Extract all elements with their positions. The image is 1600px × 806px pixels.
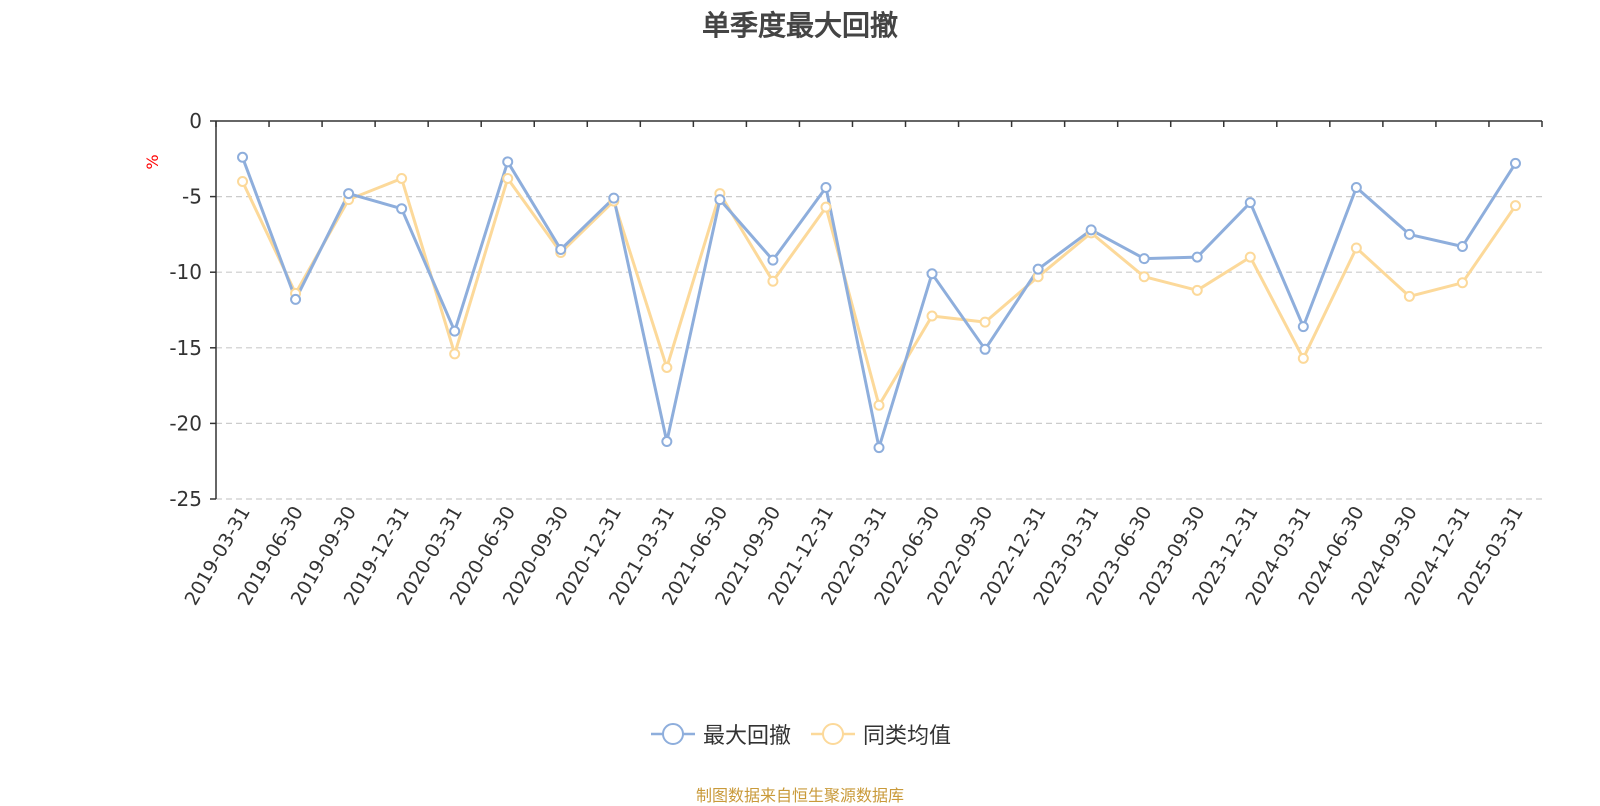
data-point[interactable]: [1350, 242, 1362, 254]
data-point[interactable]: [661, 436, 673, 448]
data-point[interactable]: [873, 442, 885, 454]
data-point[interactable]: [979, 343, 991, 355]
y-tick-label: 0: [189, 109, 202, 133]
data-point[interactable]: [608, 192, 620, 204]
data-point[interactable]: [1456, 240, 1468, 252]
data-point[interactable]: [1403, 290, 1415, 302]
legend-label: 同类均值: [863, 724, 952, 749]
data-point[interactable]: [820, 182, 832, 194]
data-point[interactable]: [661, 361, 673, 373]
data-point[interactable]: [767, 254, 779, 266]
data-point[interactable]: [767, 275, 779, 287]
axes: 0-5-10-15-20-252019-03-312019-06-302019-…: [169, 109, 1543, 609]
data-point[interactable]: [1191, 251, 1203, 263]
data-point[interactable]: [820, 201, 832, 213]
data-point[interactable]: [1138, 253, 1150, 265]
legend-label: 最大回撤: [702, 724, 791, 749]
data-point[interactable]: [343, 188, 355, 200]
y-tick-label: -10: [169, 260, 202, 284]
data-point[interactable]: [396, 172, 408, 184]
y-tick-label: -15: [169, 336, 202, 360]
data-point[interactable]: [502, 156, 514, 168]
data-point[interactable]: [1085, 224, 1097, 236]
data-point[interactable]: [1138, 271, 1150, 283]
data-points: [237, 151, 1521, 454]
data-point[interactable]: [237, 175, 249, 187]
y-axis-label: %: [143, 154, 162, 169]
data-point[interactable]: [1032, 263, 1044, 275]
data-point[interactable]: [1244, 197, 1256, 209]
legend-item[interactable]: 最大回撤: [649, 718, 791, 750]
data-point[interactable]: [449, 348, 461, 360]
data-point[interactable]: [1456, 277, 1468, 289]
data-point[interactable]: [1244, 251, 1256, 263]
data-point[interactable]: [714, 194, 726, 206]
grid-lines: [216, 196, 1542, 500]
data-point[interactable]: [449, 325, 461, 337]
data-point[interactable]: [502, 172, 514, 184]
y-tick-label: -20: [169, 411, 202, 435]
data-point[interactable]: [1403, 228, 1415, 240]
data-point[interactable]: [1509, 200, 1521, 212]
data-point[interactable]: [1297, 352, 1309, 364]
data-point[interactable]: [1191, 284, 1203, 296]
data-point[interactable]: [290, 293, 302, 305]
data-point[interactable]: [1297, 321, 1309, 333]
data-point[interactable]: [979, 316, 991, 328]
data-point[interactable]: [926, 268, 938, 280]
data-point[interactable]: [237, 151, 249, 163]
source-note: 制图数据来自恒生聚源数据库: [695, 786, 904, 805]
data-point[interactable]: [1350, 182, 1362, 194]
legend: 最大回撤 同类均值: [0, 718, 1600, 750]
y-tick-label: -25: [169, 487, 202, 511]
data-point[interactable]: [555, 244, 567, 256]
legend-marker-icon: [811, 723, 855, 745]
legend-item[interactable]: 同类均值: [809, 718, 951, 750]
series-line: [241, 177, 1517, 407]
chart-title: 单季度最大回撤: [701, 9, 898, 42]
data-point[interactable]: [396, 203, 408, 215]
legend-marker-icon: [650, 723, 695, 745]
data-point[interactable]: [926, 310, 938, 322]
y-tick-label: -5: [182, 185, 202, 209]
data-point[interactable]: [1509, 157, 1521, 169]
data-point[interactable]: [873, 399, 885, 411]
